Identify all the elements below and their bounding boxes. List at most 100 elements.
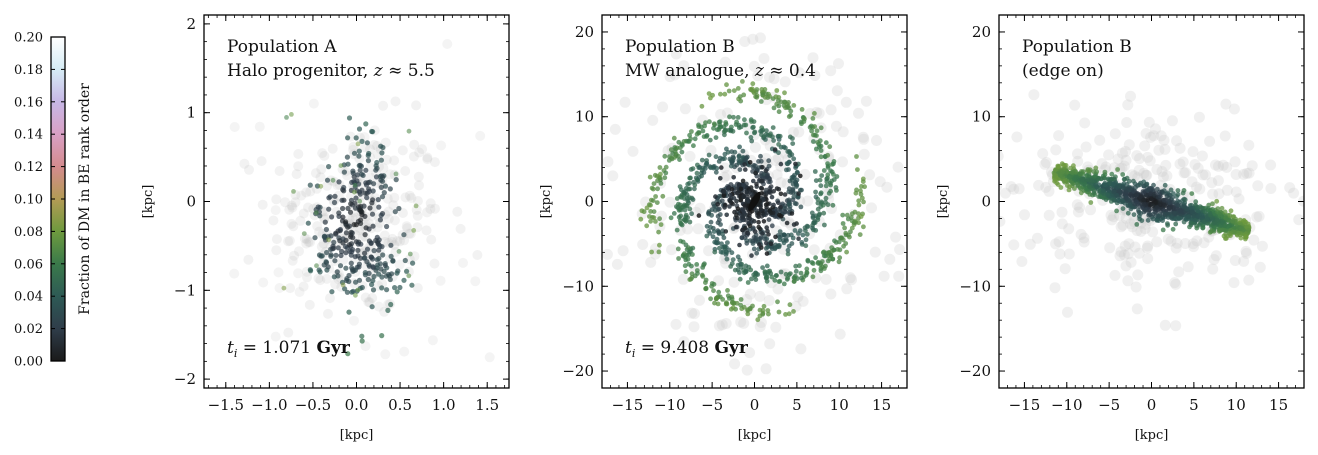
data-point bbox=[719, 165, 724, 170]
data-point bbox=[361, 255, 367, 261]
background-particle bbox=[1194, 183, 1206, 195]
data-point bbox=[687, 180, 692, 186]
background-particle bbox=[1040, 181, 1052, 193]
data-point bbox=[793, 263, 799, 269]
background-particle bbox=[1162, 233, 1174, 245]
background-particle bbox=[1079, 117, 1091, 129]
background-particle bbox=[394, 259, 405, 270]
data-point bbox=[751, 178, 756, 184]
data-point bbox=[317, 213, 323, 219]
data-point bbox=[786, 201, 792, 207]
background-particle bbox=[1063, 223, 1075, 235]
colorbar-tick-label: 0.02 bbox=[14, 322, 43, 337]
data-point bbox=[753, 163, 758, 169]
background-particle bbox=[305, 237, 315, 248]
data-point bbox=[809, 128, 814, 134]
data-point bbox=[346, 115, 353, 121]
data-point bbox=[656, 249, 662, 255]
data-point bbox=[326, 237, 331, 243]
y-axis-label: [kpc] bbox=[539, 185, 554, 219]
data-point bbox=[387, 186, 393, 192]
data-point bbox=[323, 226, 329, 233]
data-point bbox=[1175, 188, 1181, 193]
data-point bbox=[699, 157, 705, 163]
background-particle bbox=[1129, 241, 1141, 253]
data-point bbox=[350, 235, 356, 241]
data-point bbox=[291, 189, 296, 194]
data-point bbox=[1223, 215, 1229, 221]
data-point bbox=[793, 201, 799, 207]
data-point bbox=[1114, 192, 1120, 198]
background-particle bbox=[399, 235, 410, 246]
background-particle bbox=[1187, 238, 1199, 250]
data-point bbox=[413, 203, 419, 209]
background-particle bbox=[694, 202, 706, 214]
background-particle bbox=[322, 180, 333, 191]
data-point bbox=[708, 95, 713, 101]
background-particle bbox=[1254, 261, 1266, 273]
data-point bbox=[1214, 198, 1220, 204]
data-point bbox=[1200, 215, 1205, 220]
data-point bbox=[313, 210, 319, 216]
data-point bbox=[798, 270, 804, 276]
background-particle bbox=[287, 255, 298, 266]
data-point bbox=[717, 212, 723, 217]
data-point bbox=[707, 137, 713, 143]
background-particle bbox=[666, 244, 678, 256]
x-tick-label: 1.0 bbox=[432, 396, 456, 414]
data-point bbox=[392, 209, 398, 215]
background-particle bbox=[1096, 158, 1108, 170]
data-point bbox=[343, 219, 349, 225]
data-point bbox=[751, 225, 756, 231]
data-point bbox=[347, 209, 354, 215]
data-point bbox=[740, 214, 746, 219]
data-point bbox=[352, 254, 358, 260]
background-particle bbox=[744, 288, 756, 300]
data-point bbox=[727, 114, 732, 120]
data-point bbox=[828, 188, 833, 194]
background-particle bbox=[825, 65, 837, 77]
data-point bbox=[339, 248, 345, 255]
background-particle bbox=[285, 283, 296, 294]
background-particle bbox=[1178, 167, 1190, 179]
data-point bbox=[731, 88, 737, 93]
background-particle bbox=[1121, 117, 1133, 128]
data-point bbox=[1138, 180, 1143, 186]
data-point bbox=[325, 264, 331, 270]
background-particle bbox=[1031, 232, 1043, 244]
data-point bbox=[860, 179, 866, 185]
background-particle bbox=[1104, 242, 1116, 254]
background-particle bbox=[1191, 235, 1203, 247]
background-particle bbox=[807, 52, 819, 64]
data-point bbox=[379, 285, 385, 291]
data-point bbox=[1087, 184, 1092, 190]
background-particle bbox=[739, 36, 751, 47]
background-particle bbox=[289, 250, 300, 261]
background-particle bbox=[310, 168, 321, 179]
background-particle bbox=[1116, 147, 1128, 159]
background-particle bbox=[408, 151, 419, 162]
data-point bbox=[650, 198, 656, 204]
background-particle bbox=[627, 145, 639, 157]
data-point bbox=[776, 309, 782, 315]
background-particle bbox=[301, 187, 312, 198]
background-particle bbox=[752, 70, 764, 82]
data-point bbox=[323, 260, 330, 266]
data-point bbox=[364, 195, 370, 201]
background-particle bbox=[256, 156, 267, 167]
background-particle bbox=[1122, 275, 1134, 287]
data-point bbox=[782, 99, 787, 105]
data-point bbox=[305, 220, 311, 226]
data-point bbox=[725, 288, 730, 293]
data-point bbox=[785, 232, 791, 238]
data-point bbox=[1061, 162, 1066, 168]
background-particle bbox=[1005, 181, 1017, 193]
background-particle bbox=[830, 120, 842, 132]
background-particle bbox=[1122, 99, 1134, 111]
background-particle bbox=[1187, 146, 1199, 158]
data-point bbox=[353, 195, 359, 201]
time-label: ti = 9.408 Gyr bbox=[625, 338, 749, 360]
data-point bbox=[738, 302, 744, 308]
data-point bbox=[810, 116, 816, 121]
data-point bbox=[1212, 220, 1218, 225]
